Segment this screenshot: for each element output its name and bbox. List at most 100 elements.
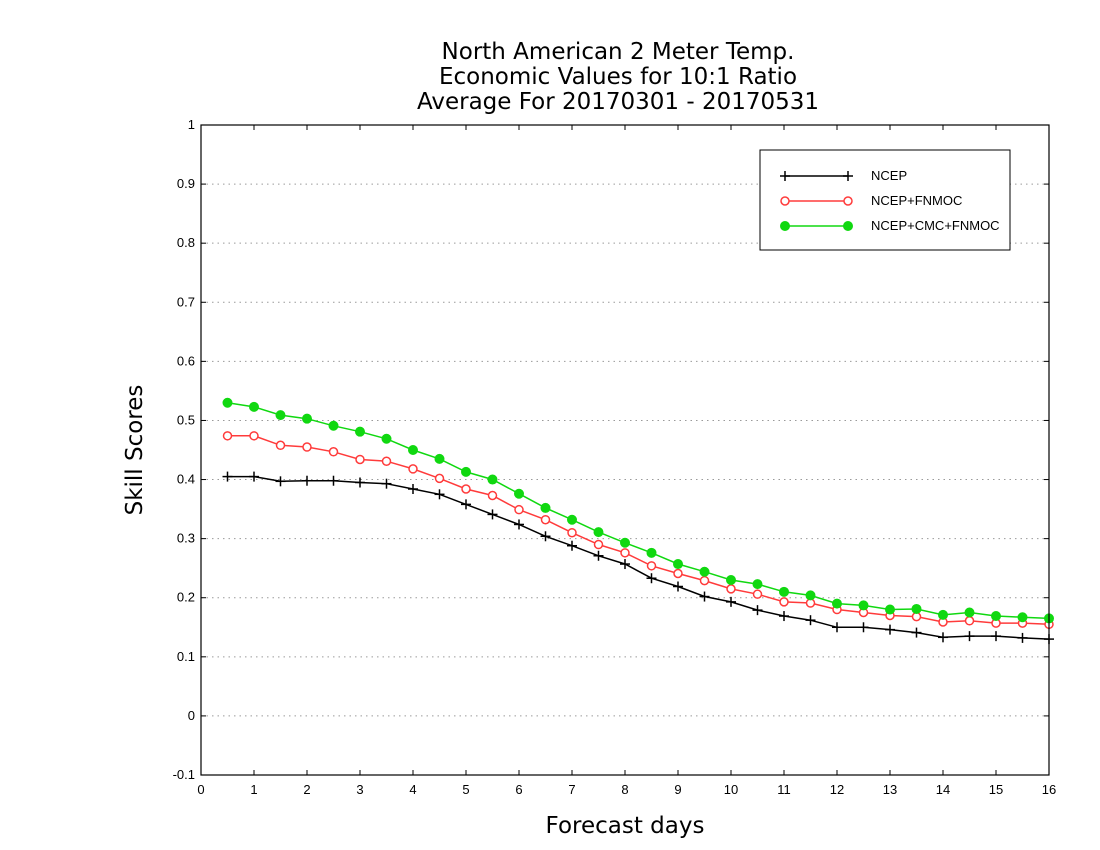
y-tick-label: 0.3	[177, 531, 195, 546]
data-point	[381, 433, 392, 444]
series-0	[222, 471, 1054, 645]
data-point	[832, 598, 842, 609]
data-point	[673, 559, 683, 570]
data-point	[646, 547, 657, 558]
title-line-1: North American 2 Meter Temp.	[442, 39, 795, 65]
data-point	[673, 581, 683, 592]
data-point	[964, 631, 975, 642]
y-tick-label: 0.5	[177, 412, 195, 427]
data-point	[964, 616, 975, 626]
data-point	[805, 615, 816, 626]
y-tick-label: 0.6	[177, 353, 195, 368]
data-point	[938, 609, 948, 620]
data-point	[328, 420, 339, 431]
series-line	[227, 435, 1050, 626]
data-point	[355, 426, 365, 437]
data-point	[249, 471, 259, 482]
legend-marker	[843, 221, 853, 231]
chart-title: North American 2 Meter Temp. Economic Va…	[417, 39, 819, 115]
data-point	[567, 514, 577, 525]
legend-label: NCEP+CMC+FNMOC	[871, 218, 1000, 233]
data-point	[461, 466, 471, 477]
data-point	[302, 413, 312, 424]
x-axis-label: Forecast days	[546, 813, 705, 839]
data-point	[487, 490, 498, 501]
data-point	[567, 527, 577, 538]
legend-box	[759, 149, 1011, 251]
data-point	[408, 464, 418, 474]
data-point	[885, 604, 895, 615]
data-point	[752, 589, 763, 599]
data-point	[885, 624, 895, 635]
legend-entry: NCEP+FNMOC	[780, 193, 962, 208]
legend-entry: NCEP	[780, 168, 907, 183]
y-tick-label: 0.7	[177, 294, 195, 309]
data-point	[275, 476, 286, 487]
data-point	[620, 559, 630, 570]
data-point	[328, 475, 339, 486]
data-point	[249, 401, 259, 412]
y-tick-label: 0.2	[177, 590, 195, 605]
data-point	[275, 440, 286, 451]
legend-marker	[843, 171, 853, 181]
title-line-2: Economic Values for 10:1 Ratio	[439, 64, 797, 90]
series-1	[222, 431, 1054, 630]
data-point	[514, 519, 524, 530]
data-point	[911, 627, 922, 638]
data-point	[699, 566, 710, 577]
data-point	[328, 447, 339, 457]
legend-marker	[780, 196, 790, 206]
x-tick-label: 15	[989, 782, 1003, 797]
legend-marker	[780, 171, 790, 181]
y-tick-label: -0.1	[173, 767, 195, 782]
x-tick-label: 13	[883, 782, 897, 797]
x-tick-label: 2	[303, 782, 310, 797]
data-point	[302, 442, 312, 452]
data-point	[593, 539, 604, 550]
data-point	[752, 605, 763, 616]
data-point	[805, 590, 816, 601]
data-point	[726, 584, 736, 594]
x-tick-label: 10	[724, 782, 738, 797]
x-tick-label: 1	[250, 782, 257, 797]
data-point	[355, 454, 365, 465]
data-point	[461, 499, 471, 510]
data-point	[408, 445, 418, 455]
x-tick-label: 16	[1042, 782, 1056, 797]
data-point	[408, 484, 418, 494]
data-point	[911, 603, 922, 614]
x-tick-label: 4	[409, 782, 416, 797]
data-point	[1017, 632, 1028, 643]
data-point	[275, 410, 286, 421]
data-point	[646, 573, 657, 584]
data-point	[302, 475, 312, 486]
data-point	[779, 586, 789, 597]
data-point	[620, 537, 630, 548]
data-point	[434, 489, 445, 500]
data-point	[514, 488, 524, 499]
x-tick-label: 0	[197, 782, 204, 797]
data-point	[487, 509, 498, 520]
data-point	[222, 431, 233, 441]
x-tick-label: 14	[936, 782, 950, 797]
data-point	[514, 504, 524, 515]
data-point	[222, 471, 233, 482]
x-tick-label: 6	[515, 782, 522, 797]
y-tick-label: 1	[188, 117, 195, 132]
title-line-3: Average For 20170301 - 20170531	[417, 89, 819, 115]
data-point	[991, 631, 1001, 642]
data-point	[699, 591, 710, 602]
data-point	[487, 474, 498, 485]
data-point	[752, 579, 763, 590]
data-point	[381, 456, 392, 466]
data-point	[222, 397, 233, 408]
data-point	[461, 484, 471, 494]
x-tick-label: 5	[462, 782, 469, 797]
x-tick-label: 7	[568, 782, 575, 797]
axis-ticks: -0.100.10.20.30.40.50.60.70.80.910 1 2 3 4 5 6…	[173, 117, 1057, 797]
data-point	[964, 607, 975, 618]
legend-label: NCEP+FNMOC	[871, 193, 962, 208]
data-point	[673, 568, 683, 579]
data-point	[832, 622, 842, 633]
data-point	[355, 477, 365, 488]
